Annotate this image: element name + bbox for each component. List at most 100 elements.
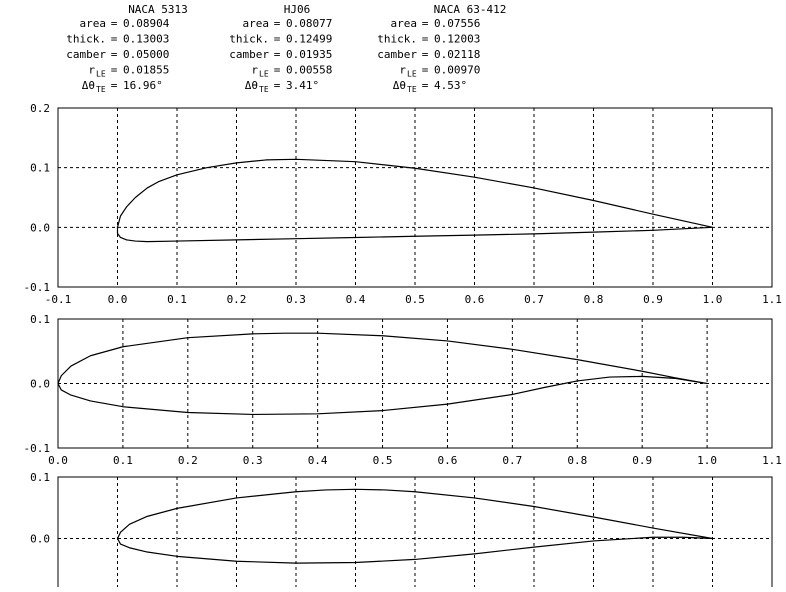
y-tick-label: -0.1 [24, 281, 51, 294]
x-tick-label: 0.9 [632, 454, 652, 467]
param-label: Δθ [245, 79, 258, 92]
y-tick-label: -0.1 [24, 442, 51, 455]
x-tick-label: 0.5 [373, 454, 393, 467]
x-tick-label: 0.6 [465, 293, 485, 306]
param-equals: = [274, 64, 281, 77]
param-label: camber [229, 48, 269, 61]
param-value: 0.00970 [434, 64, 480, 77]
airfoil-contour [116, 158, 713, 243]
airfoil-info-block: NACA 5313 area = 0.08904 thick. = 0.13003 cambe… [66, 3, 188, 94]
param-value: 3.41° [286, 79, 319, 92]
airfoil-name: NACA 5313 [128, 3, 188, 16]
param-label: thick. [66, 33, 106, 46]
param-equals: = [422, 33, 429, 46]
param-value: 0.07556 [434, 17, 480, 30]
y-tick-label: 0.1 [30, 313, 50, 326]
x-tick-label: 0.3 [286, 293, 306, 306]
x-tick-label: 0.2 [227, 293, 247, 306]
param-equals: = [422, 48, 429, 61]
x-tick-label: 0.7 [524, 293, 544, 306]
x-tick-label: 0.3 [243, 454, 263, 467]
param-label: r [251, 64, 258, 77]
param-subscript: TE [407, 85, 417, 94]
charts: -0.10.00.10.2-0.1 0.0 0.1 0.2 0.3 0.4 0.5 0.6 0.… [24, 102, 782, 592]
airfoil-plot: -0.10.00.10.0 0.1 0.2 0.3 0.4 0.5 0.6 0.7 0.8 0.9… [24, 313, 782, 467]
param-value: 0.08904 [123, 17, 170, 30]
param-value: 0.01855 [123, 64, 169, 77]
x-tick-label: 0.0 [108, 293, 128, 306]
airfoil-contour [116, 488, 713, 564]
y-tick-label: 0.2 [30, 102, 50, 115]
param-equals: = [274, 48, 281, 61]
x-tick-label: 1.0 [703, 293, 723, 306]
param-label: area [80, 17, 107, 30]
param-value: 16.96° [123, 79, 163, 92]
x-tick-label: 0.1 [167, 293, 187, 306]
param-subscript: TE [96, 85, 106, 94]
airfoil-name: NACA 63-412 [434, 3, 507, 16]
param-equals: = [274, 17, 281, 30]
param-value: 0.08077 [286, 17, 332, 30]
airfoil-info-block: NACA 63-412 area = 0.07556 thick. = 0.12003 cam… [377, 3, 506, 94]
param-equals: = [422, 64, 429, 77]
param-label: Δθ [393, 79, 406, 92]
param-label: camber [66, 48, 106, 61]
y-tick-label: 0.1 [30, 162, 50, 175]
x-tick-label: 0.7 [502, 454, 522, 467]
param-value: 0.00558 [286, 64, 332, 77]
airfoil-info-header: NACA 5313 area = 0.08904 thick. = 0.13003 cambe… [66, 3, 506, 94]
param-label: area [243, 17, 270, 30]
y-tick-label: 0.0 [30, 378, 50, 391]
param-label: thick. [377, 33, 417, 46]
x-tick-label: -0.1 [45, 293, 72, 306]
plot-frame [57, 476, 773, 592]
param-equals: = [422, 17, 429, 30]
airfoil-name: HJ06 [284, 3, 311, 16]
param-label: thick. [229, 33, 269, 46]
x-tick-label: 0.9 [643, 293, 663, 306]
airfoil-plot: 0.0 0.1 [30, 471, 773, 592]
param-equals: = [111, 33, 118, 46]
x-tick-label: 0.1 [113, 454, 133, 467]
airfoil-plot: -0.1 0.0 0.1 0.2 -0.1 0.0 0.1 0.2 0.3 0.4 0.5 0.6 0.… [24, 102, 782, 306]
x-tick-label: 0.5 [405, 293, 425, 306]
param-equals: = [111, 17, 118, 30]
param-equals: = [274, 33, 281, 46]
airfoil-contour [57, 332, 708, 416]
param-subscript: LE [96, 70, 106, 79]
param-subscript: TE [259, 85, 269, 94]
x-tick-label: 0.0 [48, 454, 68, 467]
param-label: area [391, 17, 418, 30]
param-equals: = [111, 79, 118, 92]
param-value: 4.53° [434, 79, 467, 92]
x-tick-label: 1.1 [762, 293, 782, 306]
param-equals: = [422, 79, 429, 92]
plot-frame [57, 318, 773, 449]
x-tick-label: 1.1 [762, 454, 782, 467]
param-equals: = [111, 48, 118, 61]
param-value: 0.01935 [286, 48, 332, 61]
x-tick-label: 0.6 [438, 454, 458, 467]
y-tick-label: 0.0 [30, 533, 50, 546]
param-equals: = [111, 64, 118, 77]
y-tick-label: 0.1 [30, 471, 50, 484]
x-tick-label: 0.4 [308, 454, 328, 467]
param-subscript: LE [407, 70, 417, 79]
x-tick-label: 0.4 [346, 293, 366, 306]
param-value: 0.13003 [123, 33, 169, 46]
x-tick-label: 0.8 [567, 454, 587, 467]
param-value: 0.05000 [123, 48, 169, 61]
x-tick-label: 0.8 [584, 293, 604, 306]
y-tick-label: 0.0 [30, 221, 50, 234]
param-value: 0.12003 [434, 33, 480, 46]
param-label: Δθ [82, 79, 95, 92]
param-value: 0.02118 [434, 48, 480, 61]
param-label: r [88, 64, 95, 77]
x-tick-label: 0.2 [178, 454, 198, 467]
airfoil-info-block: HJ06 area = 0.08077 thick. = 0.12499 camber = 0.0… [229, 3, 332, 94]
param-label: camber [377, 48, 417, 61]
param-subscript: LE [259, 70, 269, 79]
